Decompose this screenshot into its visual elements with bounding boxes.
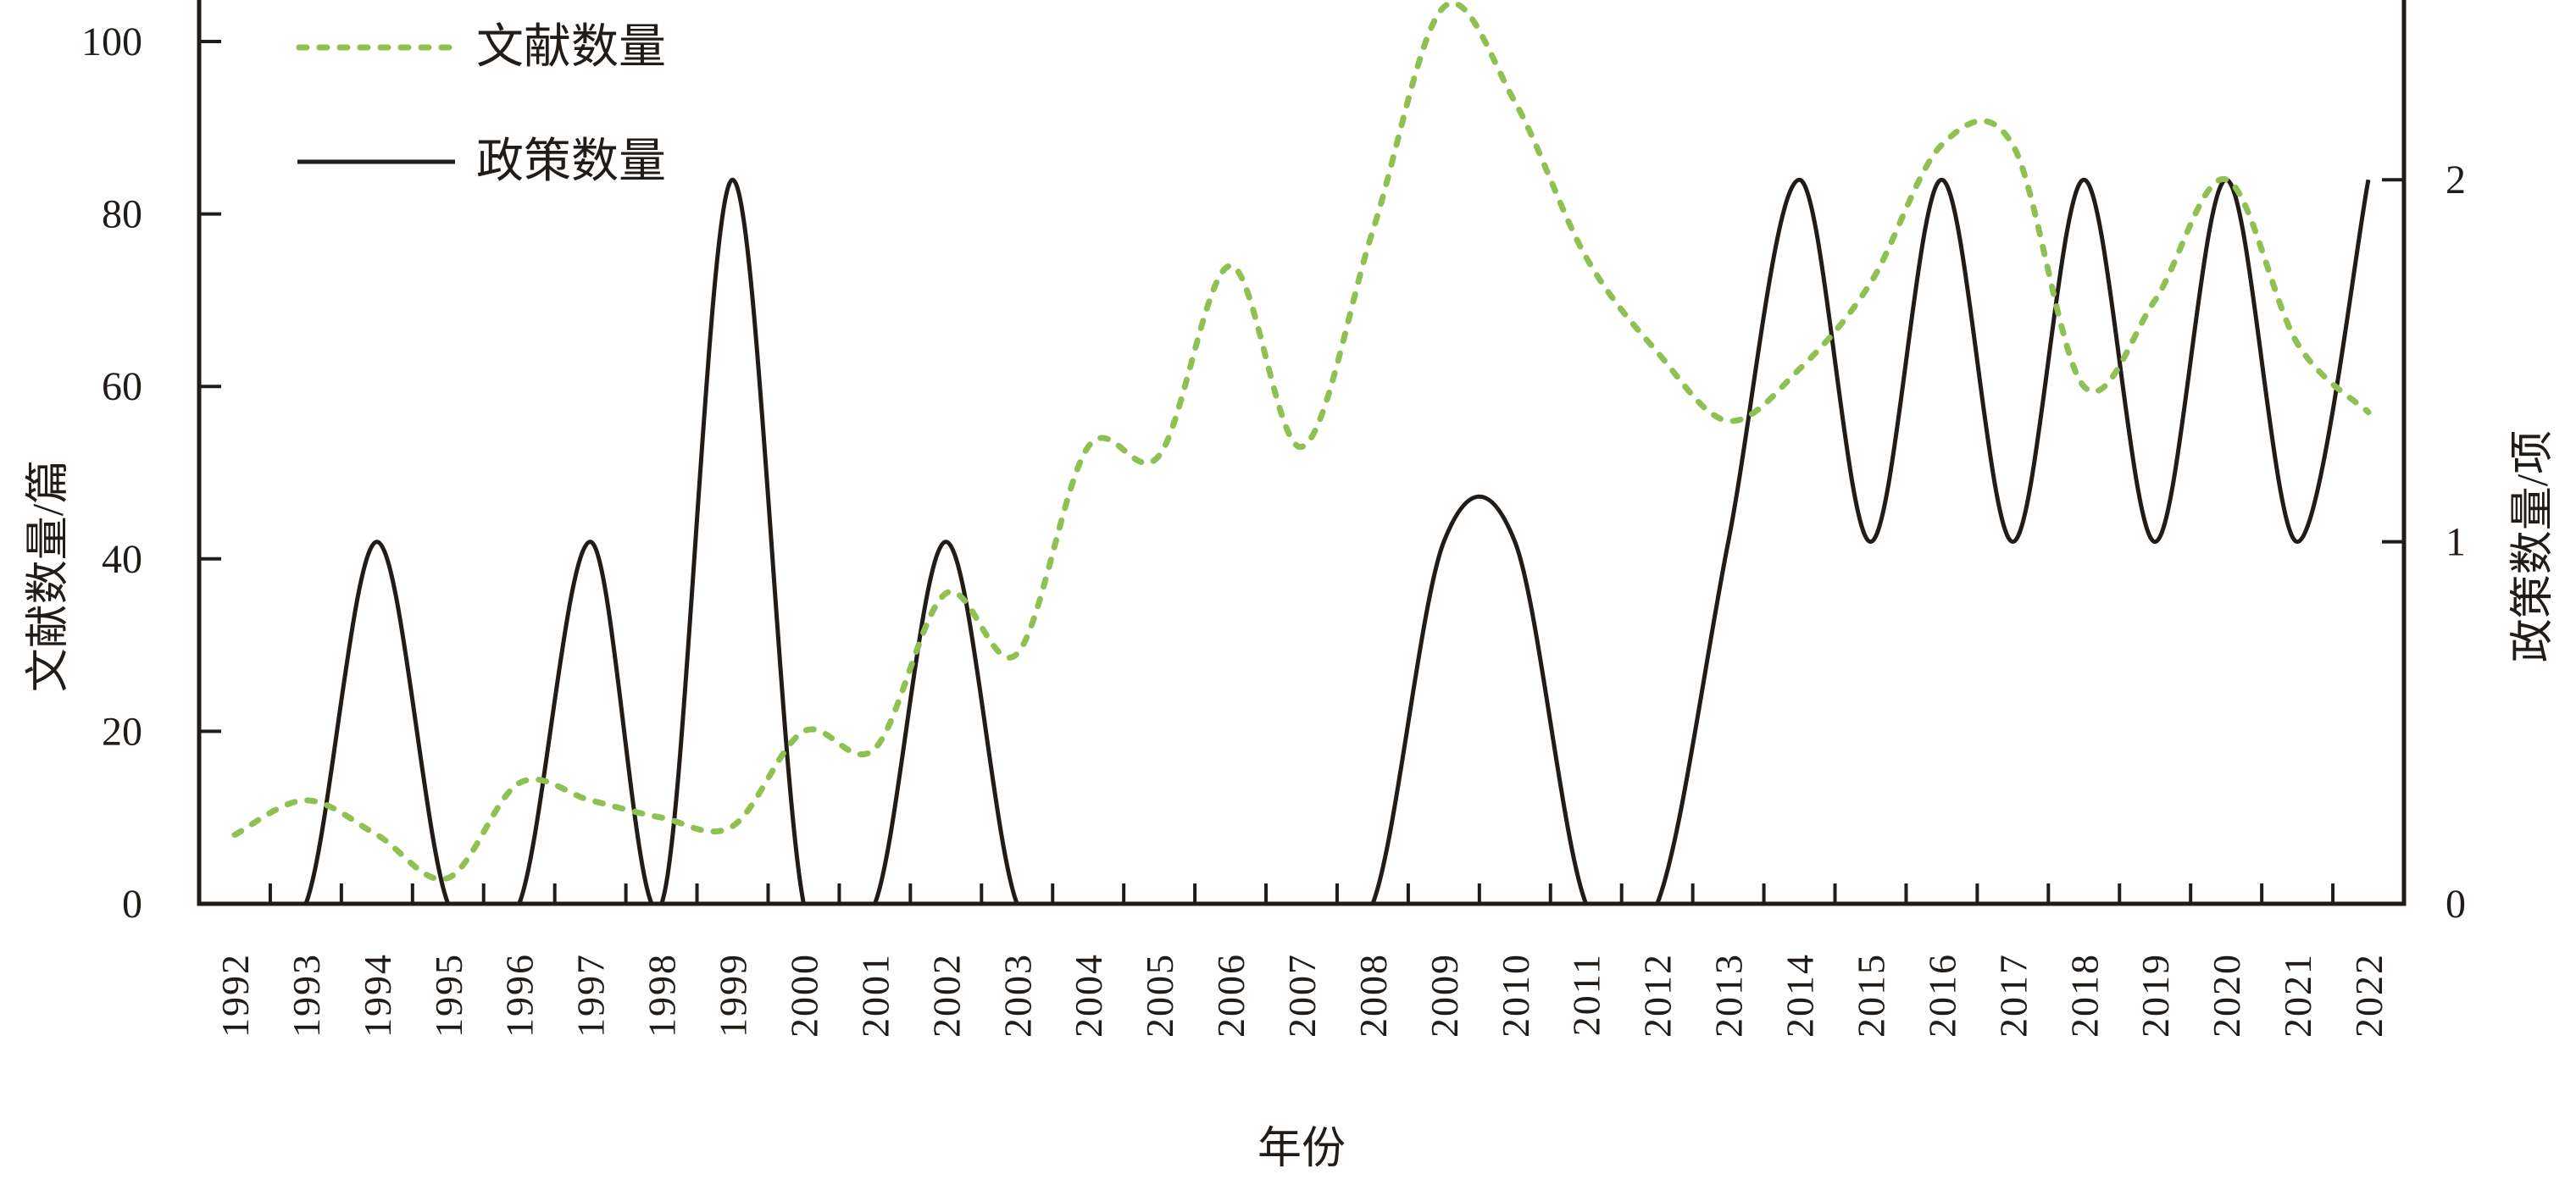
x-tick-label: 2001 (853, 953, 897, 1038)
x-tick-label: 2008 (1352, 953, 1395, 1038)
legend-label-literature: 文献数量 (476, 21, 666, 74)
legend-item-policy: 政策数量 (295, 138, 666, 186)
x-tick-label: 1999 (712, 953, 755, 1038)
x-tick-label: 2019 (2134, 953, 2177, 1038)
y-left-tick-label: 80 (102, 192, 142, 237)
x-tick-label: 2002 (924, 953, 968, 1038)
x-tick-label: 2018 (2062, 953, 2106, 1038)
literature-count-line (231, 0, 2372, 883)
policy-count-line (235, 177, 2371, 904)
y-left-tick-label: 20 (102, 709, 142, 754)
x-tick-label: 1993 (285, 953, 328, 1038)
y-left-tick-label: 0 (122, 882, 142, 927)
x-tick-label: 2011 (1565, 953, 1608, 1036)
y-right-tick-label: 2 (2446, 158, 2466, 202)
x-tick-label: 2022 (2347, 953, 2390, 1038)
x-tick-label: 2003 (996, 953, 1039, 1038)
x-tick-label: 1998 (641, 953, 684, 1038)
x-tick-label: 2005 (1138, 953, 1181, 1038)
legend-item-literature: 文献数量 (295, 24, 666, 71)
x-tick-label: 2010 (1494, 953, 1537, 1038)
x-tick-label: 2020 (2205, 953, 2248, 1038)
x-tick-label: 2013 (1707, 953, 1751, 1038)
x-tick-label: 2016 (1920, 953, 1963, 1038)
y-right-tick-label: 0 (2446, 882, 2466, 927)
x-tick-label: 2007 (1280, 953, 1324, 1038)
x-tick-label: 2017 (1991, 953, 2035, 1038)
x-tick-label: 1992 (214, 953, 257, 1038)
x-tick-label: 2006 (1209, 953, 1252, 1038)
x-tick-label: 2015 (1850, 953, 1893, 1038)
x-tick-label: 1994 (356, 953, 399, 1038)
x-tick-label: 1997 (569, 953, 613, 1038)
x-axis-title: 年份 (1257, 1125, 1346, 1173)
x-tick-label: 2021 (2276, 953, 2319, 1038)
y-left-tick-label: 40 (102, 537, 142, 582)
y-left-tick-label: 60 (102, 364, 142, 409)
y-right-tick-label: 1 (2446, 520, 2466, 565)
y-left-tick-label: 100 (81, 19, 142, 64)
x-tick-label: 2004 (1067, 953, 1110, 1038)
legend-line-literature-icon (296, 44, 457, 51)
y-axis-title-left: 文献数量/篇 (25, 459, 73, 693)
x-tick-label: 2009 (1423, 953, 1466, 1038)
x-tick-label: 2014 (1779, 953, 1822, 1038)
x-tick-label: 1996 (498, 953, 541, 1038)
x-tick-label: 1995 (427, 953, 470, 1038)
legend-line-policy-icon (297, 159, 455, 164)
legend-label-policy: 政策数量 (476, 136, 666, 188)
x-tick-label: 2000 (783, 953, 826, 1038)
x-tick-label: 2012 (1636, 953, 1679, 1038)
y-axis-title-right: 政策数量/项 (2509, 429, 2557, 663)
